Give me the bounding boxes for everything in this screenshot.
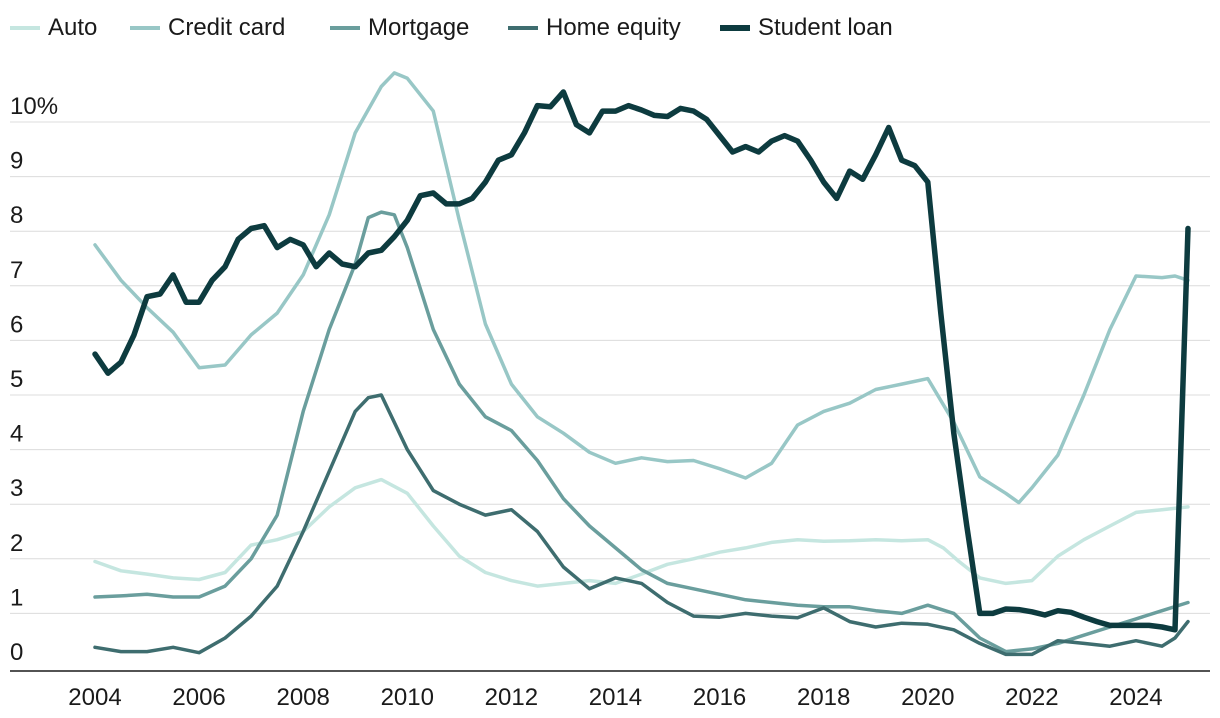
series-line-credit-card [93,71,1190,505]
legend-item-student-loan: Student loan [720,14,893,41]
legend-label: Home equity [546,14,681,41]
y-tick-label: 6 [10,311,23,338]
legend-item-mortgage: Mortgage [330,14,469,41]
x-tick-label: 2014 [589,684,642,711]
x-tick-label: 2016 [693,684,746,711]
y-tick-label: 2 [10,530,23,557]
legend-item-auto: Auto [10,14,97,41]
y-tick-label: 1 [10,584,23,611]
y-tick-label: 5 [10,366,23,393]
x-tick-label: 2004 [68,684,121,711]
y-tick-label: 3 [10,475,23,502]
x-tick-label: 2012 [485,684,538,711]
y-tick-label: 9 [10,148,23,175]
y-tick-label: 0 [10,639,23,666]
series-lines [92,71,1191,657]
y-axis-tick-labels: 0 1 2 3 4 5 6 7 8 9 10% [10,93,58,666]
y-tick-label: 4 [10,421,23,448]
x-tick-label: 2006 [172,684,225,711]
legend-label: Student loan [758,14,893,41]
series-line-mortgage [93,210,1190,654]
x-tick-label: 2024 [1109,684,1162,711]
legend-label: Auto [48,14,97,41]
legend-label: Mortgage [368,14,469,41]
legend-label: Credit card [168,14,285,41]
x-axis-tick-labels: 2004 2006 2008 2010 2012 2014 2016 2018 2020 2022… [68,684,1162,711]
y-tick-label: 7 [10,257,23,284]
y-tick-label: 10% [10,93,58,120]
series-line-auto [93,477,1190,588]
x-tick-label: 2022 [1005,684,1058,711]
x-tick-label: 2008 [276,684,329,711]
series-line-home-equity [93,393,1190,657]
gridlines [10,121,1210,614]
y-tick-label: 8 [10,202,23,229]
x-tick-label: 2010 [381,684,434,711]
legend-item-credit-card: Credit card [130,14,285,41]
x-tick-label: 2018 [797,684,850,711]
series-line-student-loan [92,89,1191,633]
x-tick-label: 2020 [901,684,954,711]
legend-item-home-equity: Home equity [508,14,681,41]
legend: Auto Credit card Mortgage Home equity Studen… [10,14,893,41]
